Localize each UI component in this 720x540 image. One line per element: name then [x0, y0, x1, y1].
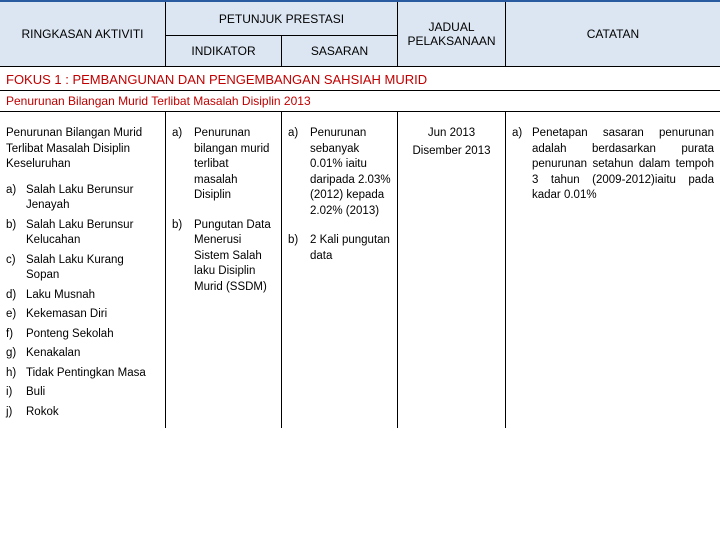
aktiviti-item-text: Kekemasan Diri	[26, 307, 107, 323]
content-row: Penurunan Bilangan Murid Terlibat Masala…	[0, 112, 720, 428]
cell-jadual: Jun 2013 Disember 2013	[398, 112, 506, 428]
marker: e)	[6, 307, 26, 323]
aktiviti-item-text: Ponteng Sekolah	[26, 327, 114, 343]
header-catatan: CATATAN	[506, 2, 720, 66]
aktiviti-item: g)Kenakalan	[6, 344, 159, 364]
indikator-item-b: b) Pungutan Data Menerusi Sistem Salah l…	[172, 218, 275, 296]
indikator-a-text: Penurunan bilangan murid terlibat masala…	[194, 126, 275, 204]
header-jadual: JADUAL PELAKSANAAN	[398, 2, 506, 66]
sasaran-b-text: 2 Kali pungutan data	[310, 233, 391, 264]
cell-aktiviti: Penurunan Bilangan Murid Terlibat Masala…	[0, 112, 166, 428]
aktiviti-intro: Penurunan Bilangan Murid Terlibat Masala…	[6, 126, 159, 173]
aktiviti-item: j)Rokok	[6, 403, 159, 423]
jadual-line1: Jun 2013	[404, 126, 499, 142]
marker: c)	[6, 253, 26, 284]
aktiviti-item-text: Kenakalan	[26, 346, 80, 362]
sasaran-item-a: a) Penurunan sebanyak 0.01% iaitu daripa…	[288, 126, 391, 219]
header-indikator: INDIKATOR	[166, 36, 282, 66]
aktiviti-item: a)Salah Laku Berunsur Jenayah	[6, 181, 159, 216]
marker: i)	[6, 385, 26, 401]
fokus-title: FOKUS 1 : PEMBANGUNAN DAN PENGEMBANGAN S…	[0, 67, 720, 91]
sasaran-a-text: Penurunan sebanyak 0.01% iaitu daripada …	[310, 126, 391, 219]
aktiviti-item-text: Salah Laku Berunsur Jenayah	[26, 183, 159, 214]
aktiviti-item: d)Laku Musnah	[6, 286, 159, 306]
marker: g)	[6, 346, 26, 362]
marker: b)	[172, 218, 194, 296]
aktiviti-item-text: Tidak Pentingkan Masa	[26, 366, 146, 382]
header-aktiviti: RINGKASAN AKTIVITI	[0, 2, 166, 66]
jadual-line2: Disember 2013	[404, 144, 499, 160]
marker: a)	[6, 183, 26, 214]
aktiviti-item: b)Salah Laku Berunsur Kelucahan	[6, 216, 159, 251]
aktiviti-item: i)Buli	[6, 383, 159, 403]
marker: h)	[6, 366, 26, 382]
indikator-item-a: a) Penurunan bilangan murid terlibat mas…	[172, 126, 275, 204]
aktiviti-item-text: Buli	[26, 385, 45, 401]
marker: b)	[288, 233, 310, 264]
aktiviti-item: f)Ponteng Sekolah	[6, 325, 159, 345]
aktiviti-item: h)Tidak Pentingkan Masa	[6, 364, 159, 384]
aktiviti-item-text: Salah Laku Kurang Sopan	[26, 253, 159, 284]
aktiviti-item: c)Salah Laku Kurang Sopan	[6, 251, 159, 286]
marker: j)	[6, 405, 26, 421]
marker: a)	[512, 126, 532, 204]
sasaran-item-b: b) 2 Kali pungutan data	[288, 233, 391, 264]
marker: a)	[172, 126, 194, 204]
aktiviti-item-text: Salah Laku Berunsur Kelucahan	[26, 218, 159, 249]
aktiviti-list: a)Salah Laku Berunsur Jenayahb)Salah Lak…	[6, 181, 159, 423]
table-header: RINGKASAN AKTIVITI PETUNJUK PRESTASI IND…	[0, 0, 720, 67]
aktiviti-item: e)Kekemasan Diri	[6, 305, 159, 325]
cell-catatan: a) Penetapan sasaran penurunan adalah be…	[506, 112, 720, 428]
aktiviti-item-text: Laku Musnah	[26, 288, 95, 304]
fokus-subtitle: Penurunan Bilangan Murid Terlibat Masala…	[0, 91, 720, 112]
catatan-a-text: Penetapan sasaran penurunan adalah berda…	[532, 126, 714, 204]
indikator-b-text: Pungutan Data Menerusi Sistem Salah laku…	[194, 218, 275, 296]
aktiviti-item-text: Rokok	[26, 405, 59, 421]
catatan-item-a: a) Penetapan sasaran penurunan adalah be…	[512, 126, 714, 204]
cell-indikator: a) Penurunan bilangan murid terlibat mas…	[166, 112, 282, 428]
cell-sasaran: a) Penurunan sebanyak 0.01% iaitu daripa…	[282, 112, 398, 428]
marker: b)	[6, 218, 26, 249]
marker: a)	[288, 126, 310, 219]
header-petunjuk: PETUNJUK PRESTASI	[166, 2, 398, 36]
header-petunjuk-group: PETUNJUK PRESTASI INDIKATOR SASARAN	[166, 2, 398, 66]
header-sasaran: SASARAN	[282, 36, 398, 66]
marker: f)	[6, 327, 26, 343]
marker: d)	[6, 288, 26, 304]
